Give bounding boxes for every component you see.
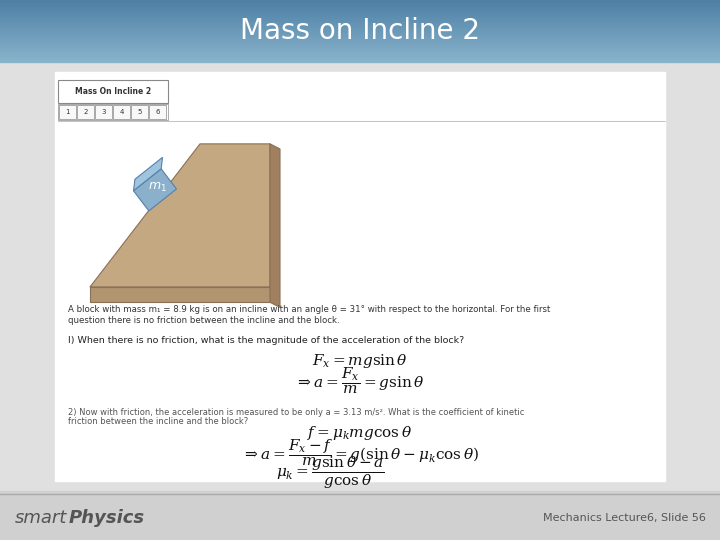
Bar — [0, 52, 720, 53]
Text: Mass on Incline 2: Mass on Incline 2 — [240, 17, 480, 45]
Bar — [0, 26, 720, 28]
Bar — [0, 9, 720, 10]
Bar — [0, 15, 720, 16]
Bar — [0, 40, 720, 41]
Text: question there is no friction between the incline and the block.: question there is no friction between th… — [68, 315, 340, 325]
Bar — [0, 11, 720, 12]
Polygon shape — [133, 169, 176, 211]
Text: 5: 5 — [138, 109, 142, 115]
Bar — [58, 104, 168, 120]
Text: 6: 6 — [156, 109, 160, 115]
Bar — [0, 31, 720, 32]
Polygon shape — [90, 144, 270, 287]
Bar — [0, 8, 720, 9]
Text: Mechanics Lecture6, Slide 56: Mechanics Lecture6, Slide 56 — [543, 513, 706, 523]
Bar — [0, 33, 720, 35]
Bar — [0, 35, 720, 36]
Text: $\Rightarrow a = \dfrac{F_x}{m} = g\sin\theta$: $\Rightarrow a = \dfrac{F_x}{m} = g\sin\… — [295, 366, 425, 396]
Bar — [0, 57, 720, 58]
Text: 2) Now with friction, the acceleration is measured to be only a = 3.13 m/s². Wha: 2) Now with friction, the acceleration i… — [68, 408, 524, 416]
Bar — [0, 56, 720, 57]
Bar — [0, 51, 720, 52]
Bar — [0, 1, 720, 3]
Bar — [0, 4, 720, 5]
Bar — [55, 72, 665, 481]
Bar — [0, 53, 720, 55]
Polygon shape — [90, 144, 270, 287]
Bar — [0, 36, 720, 37]
Bar — [59, 105, 76, 119]
Bar — [0, 49, 720, 50]
Bar — [0, 29, 720, 30]
Bar — [0, 37, 720, 38]
Bar — [0, 18, 720, 20]
Text: A block with mass m₁ = 8.9 kg is on an incline with an angle θ = 31° with respec: A block with mass m₁ = 8.9 kg is on an i… — [68, 306, 550, 314]
Text: $m_1$: $m_1$ — [148, 181, 166, 194]
Bar — [0, 12, 720, 14]
Text: 2: 2 — [84, 109, 88, 115]
Text: $F_x = mg\sin\theta$: $F_x = mg\sin\theta$ — [312, 352, 408, 369]
Bar — [149, 105, 166, 119]
Bar — [0, 47, 720, 49]
Text: I) When there is no friction, what is the magnitude of the acceleration of the b: I) When there is no friction, what is th… — [68, 336, 464, 345]
Bar — [0, 6, 720, 8]
Text: 3: 3 — [102, 109, 106, 115]
Bar — [0, 3, 720, 4]
Bar — [0, 32, 720, 33]
Bar — [0, 17, 720, 18]
Polygon shape — [133, 157, 163, 191]
Bar — [113, 105, 130, 119]
Polygon shape — [270, 144, 280, 307]
Bar — [0, 41, 720, 42]
Bar — [0, 61, 720, 62]
FancyBboxPatch shape — [58, 80, 168, 103]
Bar — [0, 43, 720, 45]
Bar — [0, 46, 720, 47]
Bar — [0, 20, 720, 21]
Bar — [131, 105, 148, 119]
Bar — [0, 59, 720, 61]
Bar — [0, 25, 720, 26]
Text: 1: 1 — [66, 109, 70, 115]
Bar — [0, 42, 720, 44]
Text: $\Rightarrow a = \dfrac{F_x - f}{m} = g(\sin\theta - \mu_k\cos\theta)$: $\Rightarrow a = \dfrac{F_x - f}{m} = g(… — [241, 437, 479, 468]
Text: Mass On Incline 2: Mass On Incline 2 — [75, 87, 151, 96]
Bar — [95, 105, 112, 119]
Bar — [0, 22, 720, 24]
Text: friction between the incline and the block?: friction between the incline and the blo… — [68, 417, 248, 426]
Polygon shape — [90, 287, 270, 302]
Text: $\mu_k = \dfrac{g\sin\theta - a}{g\cos\theta}$: $\mu_k = \dfrac{g\sin\theta - a}{g\cos\t… — [276, 455, 384, 491]
Text: 4: 4 — [120, 109, 124, 115]
Bar — [0, 14, 720, 15]
Bar — [0, 5, 720, 6]
Text: Physics: Physics — [68, 509, 145, 527]
Bar — [0, 58, 720, 59]
Bar — [0, 28, 720, 29]
Bar — [0, 24, 720, 25]
Text: $f = \mu_k mg\cos\theta$: $f = \mu_k mg\cos\theta$ — [307, 424, 413, 442]
Bar — [0, 38, 720, 40]
Bar — [0, 30, 720, 31]
Bar — [0, 45, 720, 46]
Bar — [0, 16, 720, 17]
Bar — [77, 105, 94, 119]
Text: smart: smart — [14, 509, 67, 527]
Bar — [0, 50, 720, 51]
Bar — [0, 10, 720, 11]
Bar — [0, 21, 720, 22]
Bar — [0, 55, 720, 56]
Bar — [0, 0, 720, 1]
